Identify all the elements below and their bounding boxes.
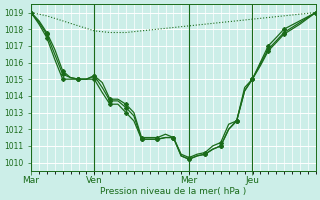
X-axis label: Pression niveau de la mer( hPa ): Pression niveau de la mer( hPa ) xyxy=(100,187,247,196)
